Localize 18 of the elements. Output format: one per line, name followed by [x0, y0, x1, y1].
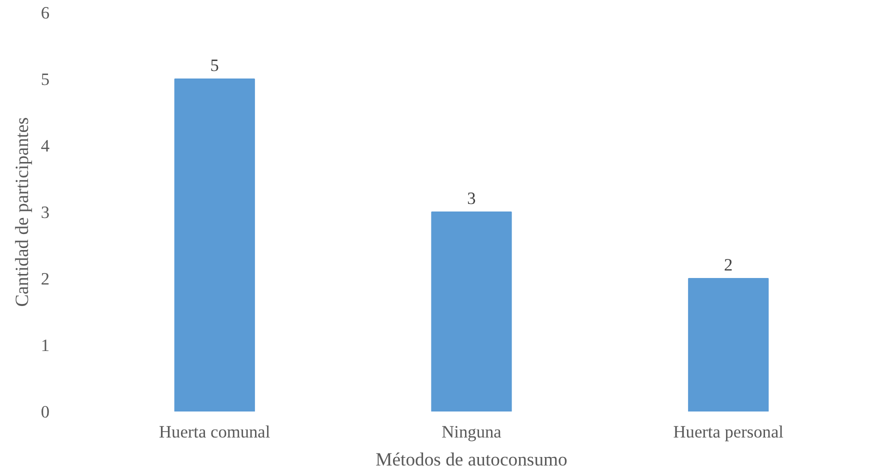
data-label: 3 [467, 189, 476, 208]
data-label: 5 [210, 56, 219, 75]
x-tick-label: Huerta comunal [159, 422, 270, 442]
bar [688, 278, 769, 412]
data-label: 2 [724, 256, 733, 274]
y-tick-label: 3 [40, 203, 50, 222]
bar [431, 212, 512, 412]
y-tick-label: 4 [40, 136, 50, 156]
y-axis-title: Cantidad de participantes [12, 117, 33, 307]
x-tick-label: Ninguna [442, 422, 502, 442]
x-tick-label: Huerta personal [673, 422, 784, 442]
y-tick-label: 5 [40, 70, 50, 89]
x-axis-title: Métodos de autoconsumo [376, 450, 568, 470]
bar [174, 78, 255, 412]
y-tick-label: 1 [40, 336, 50, 355]
y-tick-label: 0 [40, 402, 50, 422]
y-tick-label: 2 [40, 270, 50, 288]
y-tick-label: 6 [40, 4, 50, 22]
